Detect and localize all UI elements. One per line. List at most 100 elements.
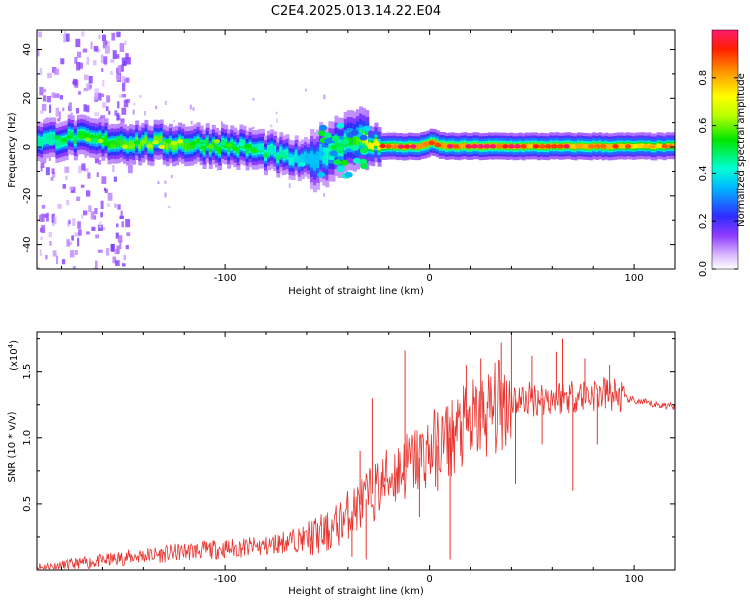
ridge-peak xyxy=(281,154,288,159)
noise-cell xyxy=(106,248,110,256)
noise-cell xyxy=(94,157,100,164)
ridge-cell xyxy=(55,139,60,147)
ridge-cell xyxy=(205,139,210,147)
noise-cell xyxy=(100,54,104,64)
ridge-peak xyxy=(410,144,417,149)
ridge-peak xyxy=(612,144,619,149)
ridge-cell xyxy=(346,135,351,146)
noise-cell xyxy=(116,74,121,81)
snr-xlabel: Height of straight line (km) xyxy=(288,586,424,597)
noise-cell xyxy=(116,113,120,121)
ridge-peak xyxy=(526,144,533,149)
snr-plot xyxy=(37,332,675,570)
noise-cell xyxy=(75,38,81,48)
ridge-cell xyxy=(70,131,75,139)
ridge-cell xyxy=(297,158,302,165)
ridge-peak xyxy=(538,144,546,149)
ridge-cell xyxy=(285,150,290,158)
y-tick-label: 1.5 xyxy=(22,364,33,380)
noise-cell xyxy=(98,34,101,39)
noise-cell xyxy=(39,68,43,76)
x-tick-label: -100 xyxy=(214,273,237,284)
noise-cell xyxy=(54,68,59,75)
ridge-cell xyxy=(76,131,81,138)
ridge-cell xyxy=(83,131,87,139)
noise-cell xyxy=(102,34,106,41)
noise-cell xyxy=(124,78,126,83)
ridge-cell xyxy=(126,142,130,150)
noise-cell xyxy=(120,64,124,72)
ridge-blob xyxy=(360,163,369,170)
ridge-peak xyxy=(103,141,110,147)
noise-cell xyxy=(68,102,72,112)
noise-cell xyxy=(84,151,87,158)
noise-cell xyxy=(93,96,99,101)
ridge-peak xyxy=(250,148,257,153)
noise-cell xyxy=(60,58,65,65)
noise-cell xyxy=(116,31,121,38)
ridge-peak xyxy=(459,144,466,149)
ridge-cell xyxy=(352,136,357,147)
ridge-peak xyxy=(318,151,325,156)
noise-cell xyxy=(73,78,78,86)
noise-cell xyxy=(124,40,127,46)
noise-cell xyxy=(38,31,42,38)
ridge-cell xyxy=(58,138,63,146)
noise-cell xyxy=(69,186,74,191)
noise-cell xyxy=(120,210,123,219)
noise-cell xyxy=(41,225,46,234)
figure-title: C2E4.2025.013.14.22.E04 xyxy=(271,4,441,19)
ridge-peak xyxy=(606,144,613,149)
ridge-peak xyxy=(121,144,129,149)
ridge-cell xyxy=(132,141,137,149)
ridge-peak xyxy=(471,144,478,149)
x-tick-label: 0 xyxy=(426,273,432,284)
noise-cell xyxy=(114,248,119,255)
colorbar-ticks: 0.0 0.2 0.4 0.6 0.8 xyxy=(698,70,738,277)
noise-cell xyxy=(99,221,102,229)
noise-cell xyxy=(112,165,115,172)
noise-cell xyxy=(117,65,121,74)
noise-cell xyxy=(37,48,40,57)
ridge-peak xyxy=(403,144,411,149)
ridge-cell xyxy=(110,140,115,147)
noise-cell xyxy=(96,172,99,177)
noise-cell xyxy=(48,232,52,238)
noise-cell xyxy=(121,94,126,98)
ridge-peak xyxy=(201,139,208,144)
noise-cell xyxy=(74,232,80,237)
ridge-cell xyxy=(187,142,192,150)
ridge-peak xyxy=(262,153,270,158)
ridge-peak xyxy=(336,146,343,151)
ridge-peak xyxy=(134,140,141,145)
noise-cell xyxy=(108,110,111,115)
spectrogram-panel: -100 0 100 -40 -20 0 20 40 Height of straight l… xyxy=(7,29,676,297)
noise-cell xyxy=(86,190,91,197)
ridge-peak xyxy=(330,144,337,150)
ridge-peak xyxy=(287,153,294,158)
noise-cell xyxy=(164,180,167,184)
noise-cell xyxy=(114,203,117,208)
ridge-blob xyxy=(319,124,327,131)
noise-cell xyxy=(77,221,81,229)
colorbar-tick-label: 0.2 xyxy=(698,213,709,229)
ridge-peak xyxy=(60,137,67,142)
noise-cell xyxy=(144,111,146,116)
noise-cell xyxy=(51,92,56,99)
noise-cell xyxy=(81,214,84,219)
ridge-blob xyxy=(352,157,361,164)
ridge-cell xyxy=(273,147,278,155)
colorbar-tick-label: 0.8 xyxy=(698,70,709,86)
ridge-cell xyxy=(334,140,339,151)
ridge-peak xyxy=(453,144,460,149)
ridge-peak xyxy=(489,144,497,149)
ridge-blob xyxy=(350,129,359,136)
noise-cell xyxy=(86,57,90,65)
noise-cell xyxy=(97,249,103,253)
noise-cell xyxy=(84,74,89,81)
ridge-cell xyxy=(340,142,345,153)
noise-cell xyxy=(83,88,88,92)
ridge-cell xyxy=(95,135,100,143)
ridge-peak xyxy=(416,144,423,149)
noise-cell xyxy=(40,166,43,172)
